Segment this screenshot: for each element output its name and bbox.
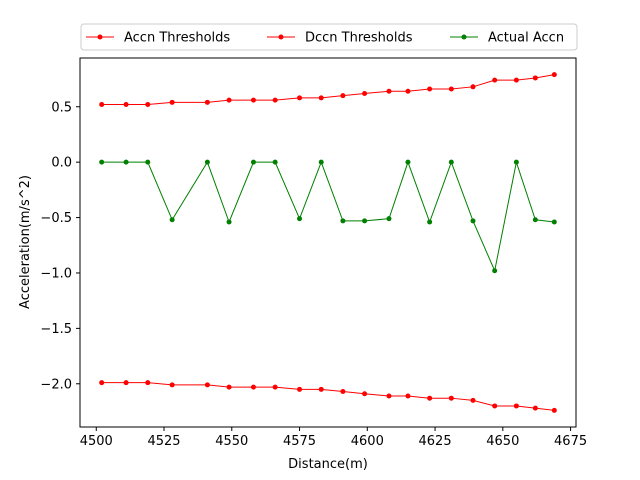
- series-dccn-thresholds: [99, 380, 557, 413]
- y-tick-label: 0.5: [51, 100, 72, 115]
- data-point-dccn-thresholds: [513, 403, 519, 409]
- data-point-actual-accn: [405, 159, 411, 165]
- legend: Accn Thresholds Dccn Thresholds Actual Acc…: [80, 23, 578, 51]
- axes-layer: 4500 4525 4550 4575 4600 4625 4650 4675 −2.0 −1.5…: [40, 57, 587, 449]
- plot-frame: [79, 57, 577, 428]
- data-point-accn-thresholds: [551, 72, 557, 78]
- data-point-accn-thresholds: [405, 88, 411, 94]
- data-point-accn-thresholds: [99, 102, 105, 108]
- data-point-accn-thresholds: [250, 97, 256, 103]
- data-point-actual-accn: [448, 159, 454, 165]
- legend-marker: [278, 34, 284, 40]
- data-point-actual-accn: [492, 268, 498, 274]
- data-point-accn-thresholds: [340, 93, 346, 99]
- data-point-actual-accn: [204, 159, 210, 165]
- data-point-dccn-thresholds: [448, 395, 454, 401]
- data-point-dccn-thresholds: [123, 380, 129, 386]
- y-axis-label: Acceleration(m/s^2): [18, 175, 33, 309]
- data-point-accn-thresholds: [427, 86, 433, 92]
- legend-label: Dccn Thresholds: [305, 31, 413, 46]
- data-point-actual-accn: [362, 218, 368, 224]
- x-tick-label: 4575: [283, 434, 316, 449]
- legend-item-dccn-thresholds: Dccn Thresholds: [267, 31, 413, 46]
- data-point-dccn-thresholds: [405, 393, 411, 399]
- data-point-accn-thresholds: [448, 86, 454, 92]
- data-point-dccn-thresholds: [297, 386, 303, 392]
- data-point-actual-accn: [123, 159, 129, 165]
- y-tick-label: −1.5: [40, 322, 72, 337]
- data-point-actual-accn: [297, 216, 303, 222]
- data-point-actual-accn: [226, 219, 232, 225]
- data-point-dccn-thresholds: [318, 386, 324, 392]
- y-tick-label: −2.0: [40, 377, 72, 392]
- legend-box: [80, 23, 578, 51]
- data-point-accn-thresholds: [318, 95, 324, 101]
- data-point-dccn-thresholds: [427, 395, 433, 401]
- data-point-actual-accn: [145, 159, 151, 165]
- legend-marker: [461, 34, 467, 40]
- legend-label: Accn Thresholds: [124, 31, 230, 46]
- data-point-actual-accn: [340, 218, 346, 224]
- y-tick-label: −0.5: [40, 211, 72, 226]
- data-point-actual-accn: [470, 218, 476, 224]
- data-point-actual-accn: [532, 217, 538, 223]
- data-point-accn-thresholds: [470, 84, 476, 90]
- data-point-accn-thresholds: [492, 77, 498, 83]
- data-point-dccn-thresholds: [532, 405, 538, 411]
- data-point-accn-thresholds: [297, 95, 303, 101]
- data-point-actual-accn: [272, 159, 278, 165]
- data-point-accn-thresholds: [204, 99, 210, 105]
- data-point-dccn-thresholds: [362, 391, 368, 397]
- legend-label: Actual Accn: [488, 31, 564, 46]
- data-point-accn-thresholds: [532, 75, 538, 81]
- data-point-dccn-thresholds: [99, 380, 105, 386]
- legend-item-actual-accn: Actual Accn: [450, 31, 564, 46]
- data-point-dccn-thresholds: [145, 380, 151, 386]
- data-point-accn-thresholds: [272, 97, 278, 103]
- x-tick-label: 4675: [554, 434, 587, 449]
- data-point-actual-accn: [386, 216, 392, 222]
- x-tick-label: 4550: [215, 434, 248, 449]
- y-tick-label: −1.0: [40, 266, 72, 281]
- data-point-accn-thresholds: [145, 102, 151, 108]
- data-point-dccn-thresholds: [386, 393, 392, 399]
- x-axis-label: Distance(m): [288, 457, 368, 472]
- data-point-dccn-thresholds: [340, 389, 346, 395]
- x-tick-label: 4525: [147, 434, 180, 449]
- x-tick-label: 4500: [80, 434, 113, 449]
- data-point-actual-accn: [99, 159, 105, 165]
- data-point-accn-thresholds: [513, 77, 519, 83]
- data-point-dccn-thresholds: [551, 407, 557, 413]
- data-point-actual-accn: [427, 219, 433, 225]
- legend-item-accn-thresholds: Accn Thresholds: [86, 31, 230, 46]
- data-point-dccn-thresholds: [492, 403, 498, 409]
- data-point-accn-thresholds: [123, 102, 129, 108]
- data-point-dccn-thresholds: [470, 397, 476, 403]
- data-point-actual-accn: [551, 219, 557, 225]
- data-point-accn-thresholds: [226, 97, 232, 103]
- data-point-actual-accn: [318, 159, 324, 165]
- data-point-dccn-thresholds: [169, 382, 175, 388]
- x-tick-label: 4625: [419, 434, 452, 449]
- data-point-dccn-thresholds: [250, 384, 256, 390]
- data-point-accn-thresholds: [169, 99, 175, 105]
- data-point-actual-accn: [513, 159, 519, 165]
- data-point-accn-thresholds: [386, 88, 392, 94]
- data-point-actual-accn: [250, 159, 256, 165]
- series-accn-thresholds: [99, 72, 557, 108]
- data-point-dccn-thresholds: [204, 382, 210, 388]
- data-point-actual-accn: [169, 217, 175, 223]
- data-point-dccn-thresholds: [272, 384, 278, 390]
- series-layer: [99, 72, 557, 413]
- series-actual-accn: [99, 159, 557, 274]
- x-tick-label: 4650: [486, 434, 519, 449]
- y-tick-label: 0.0: [51, 156, 72, 171]
- legend-marker: [97, 34, 103, 40]
- data-point-accn-thresholds: [362, 90, 368, 96]
- x-tick-label: 4600: [351, 434, 384, 449]
- data-point-dccn-thresholds: [226, 384, 232, 390]
